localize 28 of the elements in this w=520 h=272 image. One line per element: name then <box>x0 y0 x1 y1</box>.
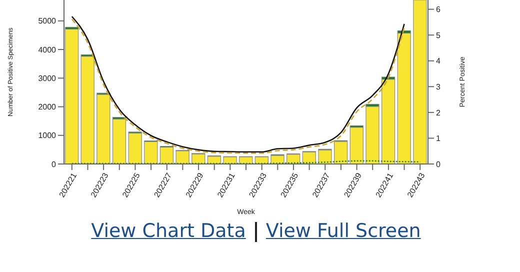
bar <box>366 106 380 164</box>
bar <box>334 141 348 164</box>
y-tick-label: 2000 <box>38 102 57 112</box>
bar <box>96 94 110 164</box>
y2-tick-label: 1 <box>436 134 441 144</box>
y-tick-label: 3000 <box>38 74 57 83</box>
bar <box>160 146 174 164</box>
y2-tick-label: 0 <box>436 160 441 169</box>
bar <box>64 28 79 164</box>
bar <box>176 150 190 164</box>
y-tick-label: 5000 <box>38 16 57 26</box>
text: View Chart Data <box>91 220 246 242</box>
y2-tick-label: 3 <box>436 82 441 92</box>
bar <box>350 127 364 164</box>
bar <box>128 132 142 164</box>
y-tick-label: 4000 <box>38 45 57 54</box>
bar <box>112 118 126 164</box>
y2-tick-label: 2 <box>436 108 441 118</box>
y-tick-label: 1000 <box>38 131 57 140</box>
bar <box>381 78 396 164</box>
text: View Full Screen <box>266 220 421 242</box>
y-tick-label: 0 <box>52 160 57 169</box>
y2-tick-label: 6 <box>436 5 441 14</box>
y2-tick-label: 5 <box>436 30 441 40</box>
bar <box>397 32 411 164</box>
bar <box>80 56 94 164</box>
bar <box>144 141 158 164</box>
y2-tick-label: 4 <box>436 56 441 66</box>
